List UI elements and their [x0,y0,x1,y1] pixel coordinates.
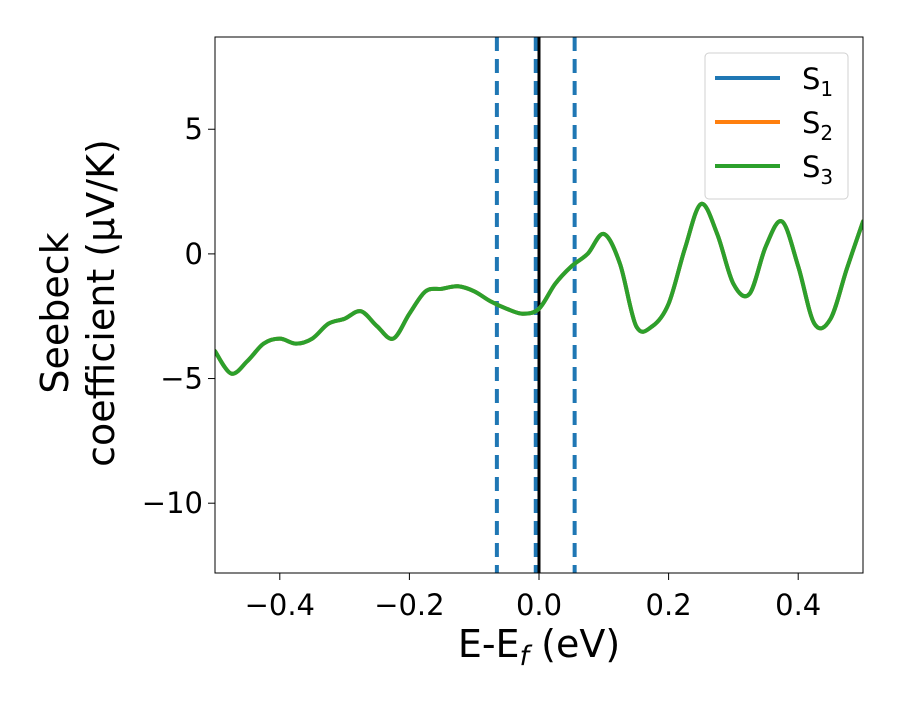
x-axis-label: E-Ef (eV) [458,622,620,672]
y-tick-label: −5 [160,362,203,396]
x-axis-ticks: −0.4 −0.2 0.0 0.2 0.4 [245,573,821,622]
y-axis-ticks: −10 −5 0 5 [142,112,215,520]
legend-label-subscript: 2 [820,121,833,145]
legend-label-subscript: 3 [820,165,833,189]
y-tick-label: 0 [185,237,203,271]
legend-label-main: S [802,150,820,184]
x-tick-label: −0.2 [374,588,444,622]
x-axis-label-unit: (eV) [529,622,620,666]
y-axis-label-line2: coefficient (μV/K) [79,139,123,467]
y-tick-label: −10 [142,486,203,520]
legend-label-s3: S3 [802,150,833,189]
x-axis-label-main: E-E [458,622,520,666]
series-line-s3 [215,202,863,376]
x-tick-label: 0.4 [775,588,821,622]
legend-label-s1: S1 [802,62,833,101]
x-tick-label: 0.2 [646,588,692,622]
y-tick-label: 5 [185,112,203,146]
y-axis-label-line1: Seebeck [33,232,77,393]
legend-label-main: S [802,106,820,140]
legend-box [704,52,849,200]
legend-label-main: S [802,62,820,96]
x-tick-label: −0.4 [245,588,315,622]
series-lines [215,202,863,376]
reference-lines [494,37,577,573]
legend-label-subscript: 1 [820,77,833,101]
x-tick-label: 0.0 [516,588,562,622]
legend-label-s2: S2 [802,106,833,145]
